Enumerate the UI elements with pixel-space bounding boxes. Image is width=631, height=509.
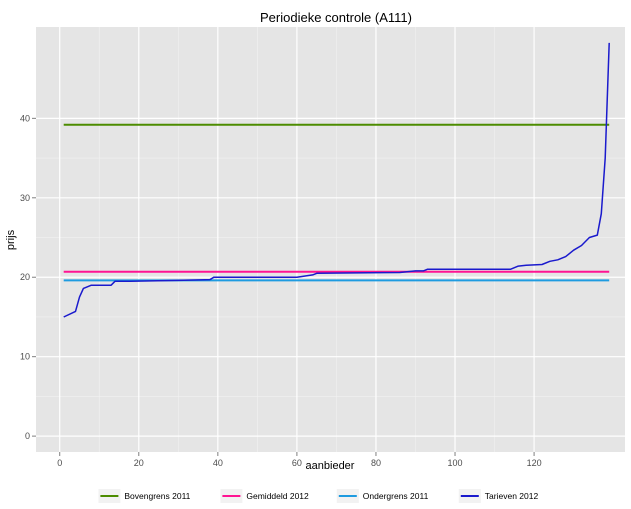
- plot-panel: [36, 27, 625, 452]
- x-tick-label: 80: [371, 458, 381, 468]
- y-tick-label: 40: [20, 113, 30, 123]
- legend-label-gemiddeld-2012: Gemiddeld 2012: [246, 491, 309, 501]
- legend-label-ondergrens-2011: Ondergrens 2011: [363, 491, 429, 501]
- y-tick-label: 0: [25, 431, 30, 441]
- x-tick-label: 100: [448, 458, 463, 468]
- y-axis-label: prijs: [5, 229, 17, 250]
- series-line-tarieven-2012: [63, 42, 610, 318]
- series-layer: [63, 42, 610, 318]
- chart-title: Periodieke controle (A111): [260, 10, 412, 25]
- x-tick-label: 60: [292, 458, 302, 468]
- y-tick-label: 10: [20, 352, 30, 362]
- legend-label-tarieven-2012: Tarieven 2012: [485, 491, 539, 501]
- x-tick-label: 20: [134, 458, 144, 468]
- x-tick-label: 40: [213, 458, 223, 468]
- axes: 0 20 40 60 80 100 120 0 10 20 30 40: [20, 113, 542, 468]
- grid: [36, 27, 625, 452]
- x-axis-label: aanbieder: [306, 460, 355, 472]
- legend-label-bovengrens-2011: Bovengrens 2011: [124, 491, 190, 501]
- x-tick-label: 120: [527, 458, 542, 468]
- x-tick-label: 0: [57, 458, 62, 468]
- y-tick-label: 30: [20, 193, 30, 203]
- y-tick-label: 20: [20, 272, 30, 282]
- legend: Bovengrens 2011 Gemiddeld 2012 Ondergrens …: [98, 489, 538, 503]
